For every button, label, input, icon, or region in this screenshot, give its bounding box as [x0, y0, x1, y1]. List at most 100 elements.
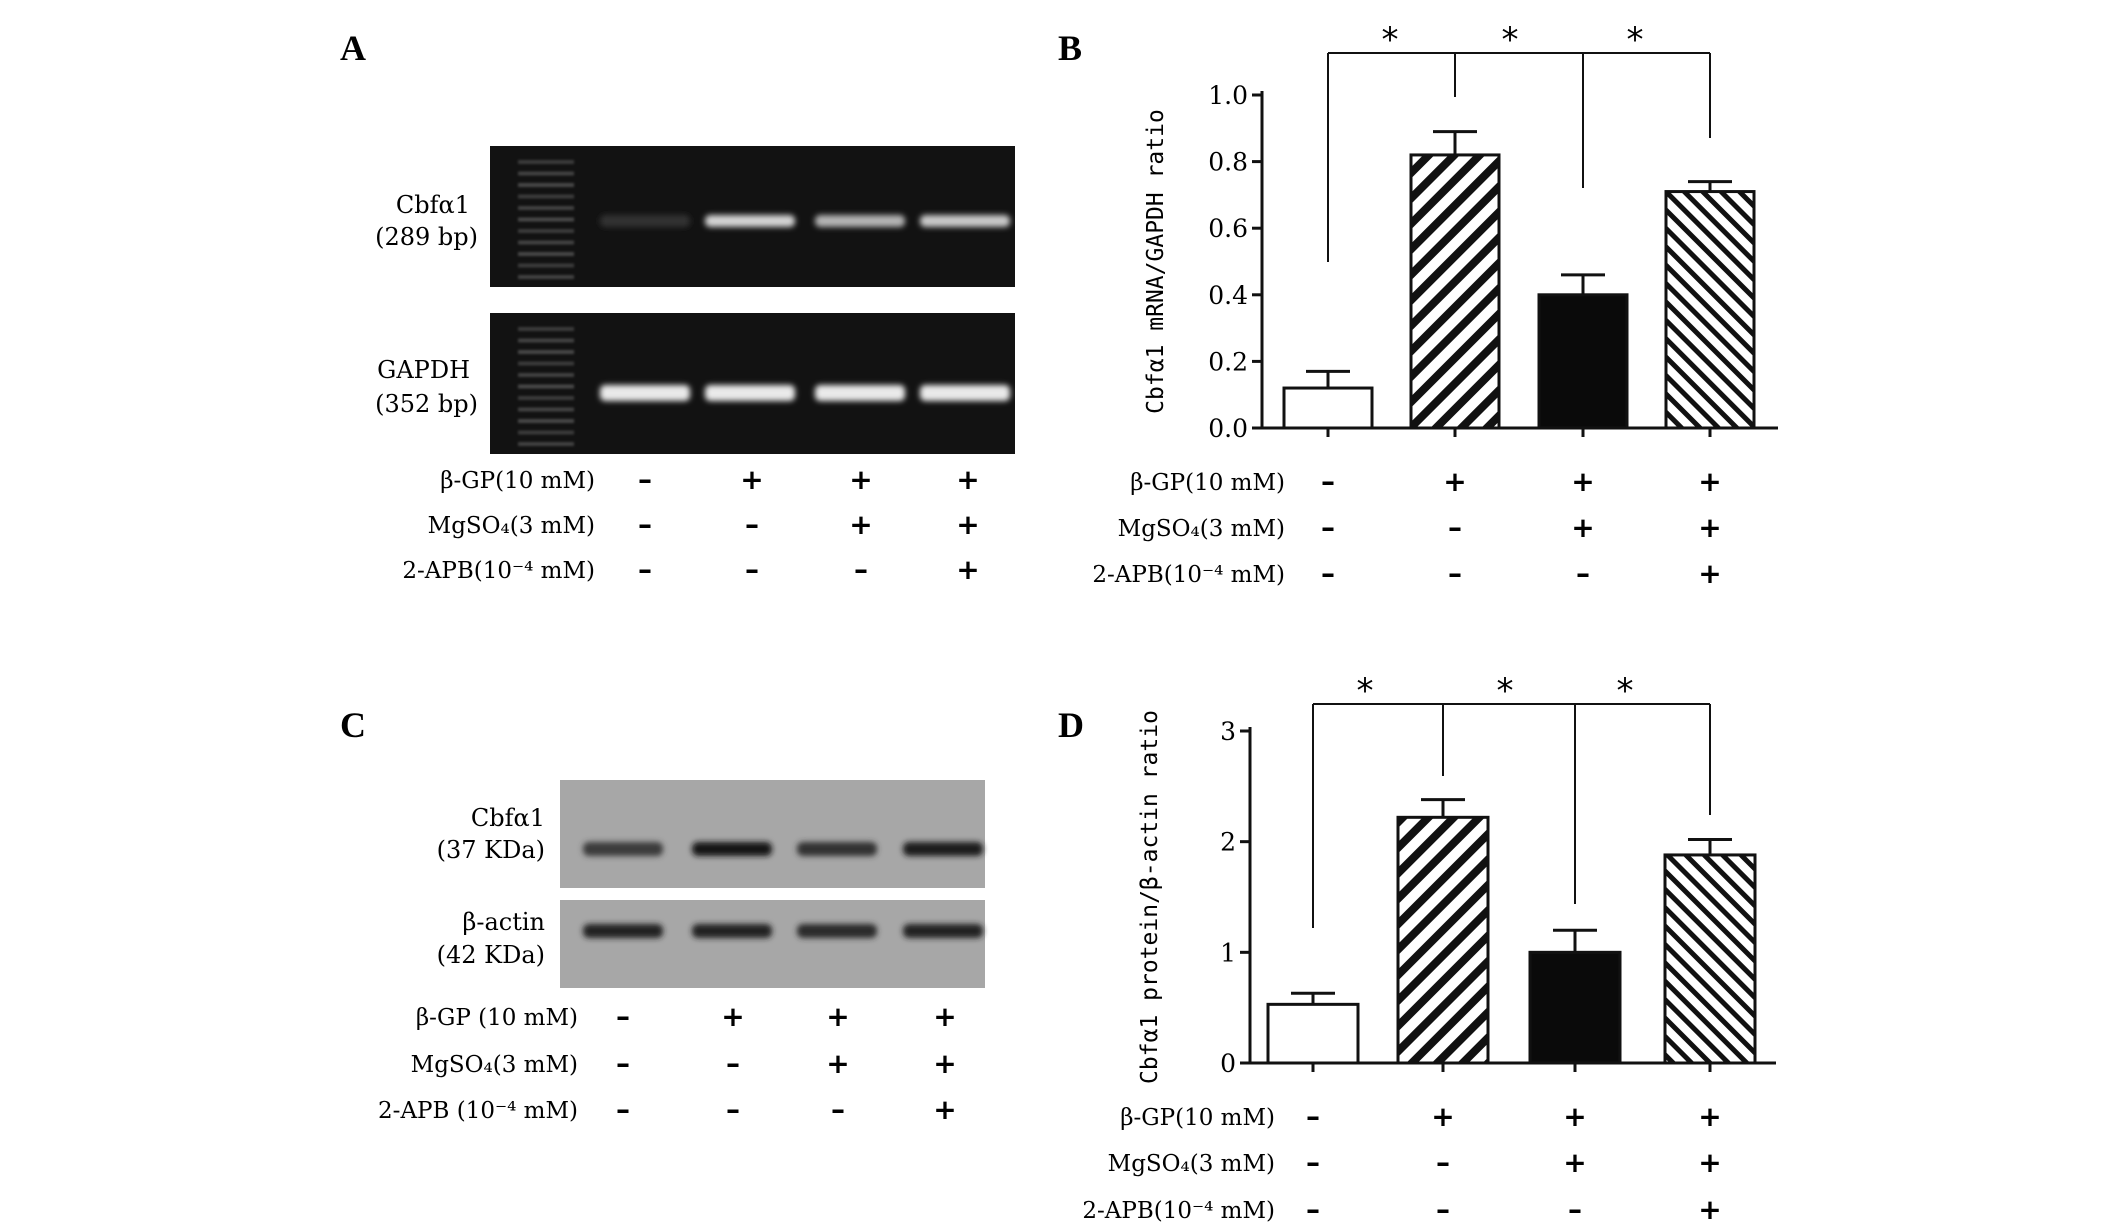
blot-haze [560, 780, 985, 888]
panel-letter-c: C [340, 705, 366, 745]
gel-band [600, 215, 690, 227]
ladder-band [518, 419, 574, 423]
treatment-label: 2-APB (10⁻⁴ mM) [378, 1098, 578, 1124]
ladder-band [518, 160, 574, 164]
blot-label-size: (37 KDa) [437, 836, 545, 864]
plus-sign: + [1698, 557, 1721, 590]
treatment-label: MgSO₄(3 mM) [428, 513, 595, 539]
bar [1528, 950, 1622, 1065]
plus-sign: + [1571, 511, 1594, 544]
plus-sign: + [1563, 1146, 1586, 1179]
y-tick-label: 0.2 [1208, 347, 1248, 376]
significance-star: * [1382, 20, 1399, 60]
plus-sign: + [1698, 1193, 1721, 1226]
gel-label-size: (289 bp) [375, 223, 478, 251]
ladder-band [518, 407, 574, 412]
minus-sign: – [638, 508, 652, 541]
blot-haze [560, 900, 985, 988]
significance-star: * [1502, 20, 1519, 60]
ladder-band [518, 396, 574, 400]
y-tick-label: 0.0 [1208, 414, 1248, 443]
plus-sign: + [849, 508, 872, 541]
chart-d: 0 1 2 3 Cbfα1 protein/β-actin ratio * * * [1137, 671, 1776, 1084]
panel-a-gel: Cbfα1 (289 bp) GAPDH (352 bp) [375, 146, 1015, 454]
treatment-label: 2-APB(10⁻⁴ mM) [1092, 562, 1285, 588]
gel-label-size: (352 bp) [375, 390, 478, 418]
treatment-label: β-GP (10 mM) [416, 1005, 578, 1031]
minus-sign: – [854, 553, 868, 586]
ladder-band [518, 183, 574, 187]
gel-label-name: GAPDH [377, 356, 470, 384]
plus-sign: + [1431, 1100, 1454, 1133]
significance-star: * [1617, 671, 1634, 711]
ladder-band [518, 217, 574, 222]
gel-band [600, 385, 690, 401]
ladder-band [518, 275, 574, 279]
ladder-band [518, 194, 574, 199]
treatment-label: MgSO₄(3 mM) [411, 1052, 578, 1078]
minus-sign: – [745, 553, 759, 586]
panel-a-treatments: β-GP(10 mM) – + + + MgSO₄(3 mM) – – + +2-APB(10⁻⁴… [402, 463, 979, 586]
minus-sign: – [726, 1093, 740, 1126]
plus-sign: + [1698, 465, 1721, 498]
treatment-label: β-GP(10 mM) [440, 468, 595, 494]
plus-sign: + [1698, 511, 1721, 544]
plus-sign: + [1698, 1100, 1721, 1133]
gel-band [815, 215, 905, 227]
blot-band [797, 924, 877, 938]
plus-sign: + [826, 1000, 849, 1033]
treatment-label: 2-APB(10⁻⁴ mM) [1082, 1198, 1275, 1224]
plus-sign: + [933, 1000, 956, 1033]
gel-band [815, 385, 905, 401]
blot-band [583, 924, 663, 938]
panel-c-blot: Cbfα1 (37 KDa) β-actin (42 KDa) [437, 780, 985, 988]
ladder-band [518, 171, 574, 176]
minus-sign: – [616, 1093, 630, 1126]
ladder-band [518, 206, 574, 210]
minus-sign: – [1436, 1193, 1450, 1226]
gel-band [920, 385, 1010, 401]
y-tick-label: 3 [1220, 717, 1236, 746]
y-tick-label: 2 [1220, 828, 1236, 857]
minus-sign: – [1436, 1146, 1450, 1179]
panel-letter-a: A [340, 28, 366, 68]
plus-sign: + [1563, 1100, 1586, 1133]
ladder-band [518, 373, 574, 377]
blot-box-1 [560, 780, 985, 888]
minus-sign: – [1576, 557, 1590, 590]
treatment-label: β-GP(10 mM) [1130, 470, 1285, 496]
treatment-label: β-GP(10 mM) [1120, 1105, 1275, 1131]
bar [1664, 190, 1756, 430]
significance-star: * [1357, 671, 1374, 711]
gel-label-name: Cbfα1 [396, 191, 470, 219]
plus-sign: + [956, 508, 979, 541]
ladder-band [518, 442, 574, 446]
ladder-band [518, 430, 574, 435]
y-tick-label: 0.4 [1208, 281, 1248, 310]
minus-sign: – [726, 1047, 740, 1080]
gel-band [705, 215, 795, 227]
ladder-band [518, 338, 574, 343]
ladder-band [518, 361, 574, 366]
plus-sign: + [956, 553, 979, 586]
minus-sign: – [616, 1000, 630, 1033]
ladder-band [518, 240, 574, 245]
blot-band [692, 842, 772, 856]
y-tick-label: 1 [1220, 938, 1236, 967]
significance-star: * [1627, 20, 1644, 60]
y-tick-label: 1.0 [1208, 81, 1248, 110]
y-tick-label: 0 [1220, 1049, 1236, 1078]
minus-sign: – [638, 553, 652, 586]
minus-sign: – [1448, 557, 1462, 590]
minus-sign: – [1321, 465, 1335, 498]
minus-sign: – [1321, 511, 1335, 544]
blot-box-2 [560, 900, 985, 988]
plus-sign: + [721, 1000, 744, 1033]
bar [1282, 386, 1374, 430]
minus-sign: – [1306, 1146, 1320, 1179]
minus-sign: – [1321, 557, 1335, 590]
plus-sign: + [1571, 465, 1594, 498]
plus-sign: + [849, 463, 872, 496]
minus-sign: – [638, 463, 652, 496]
